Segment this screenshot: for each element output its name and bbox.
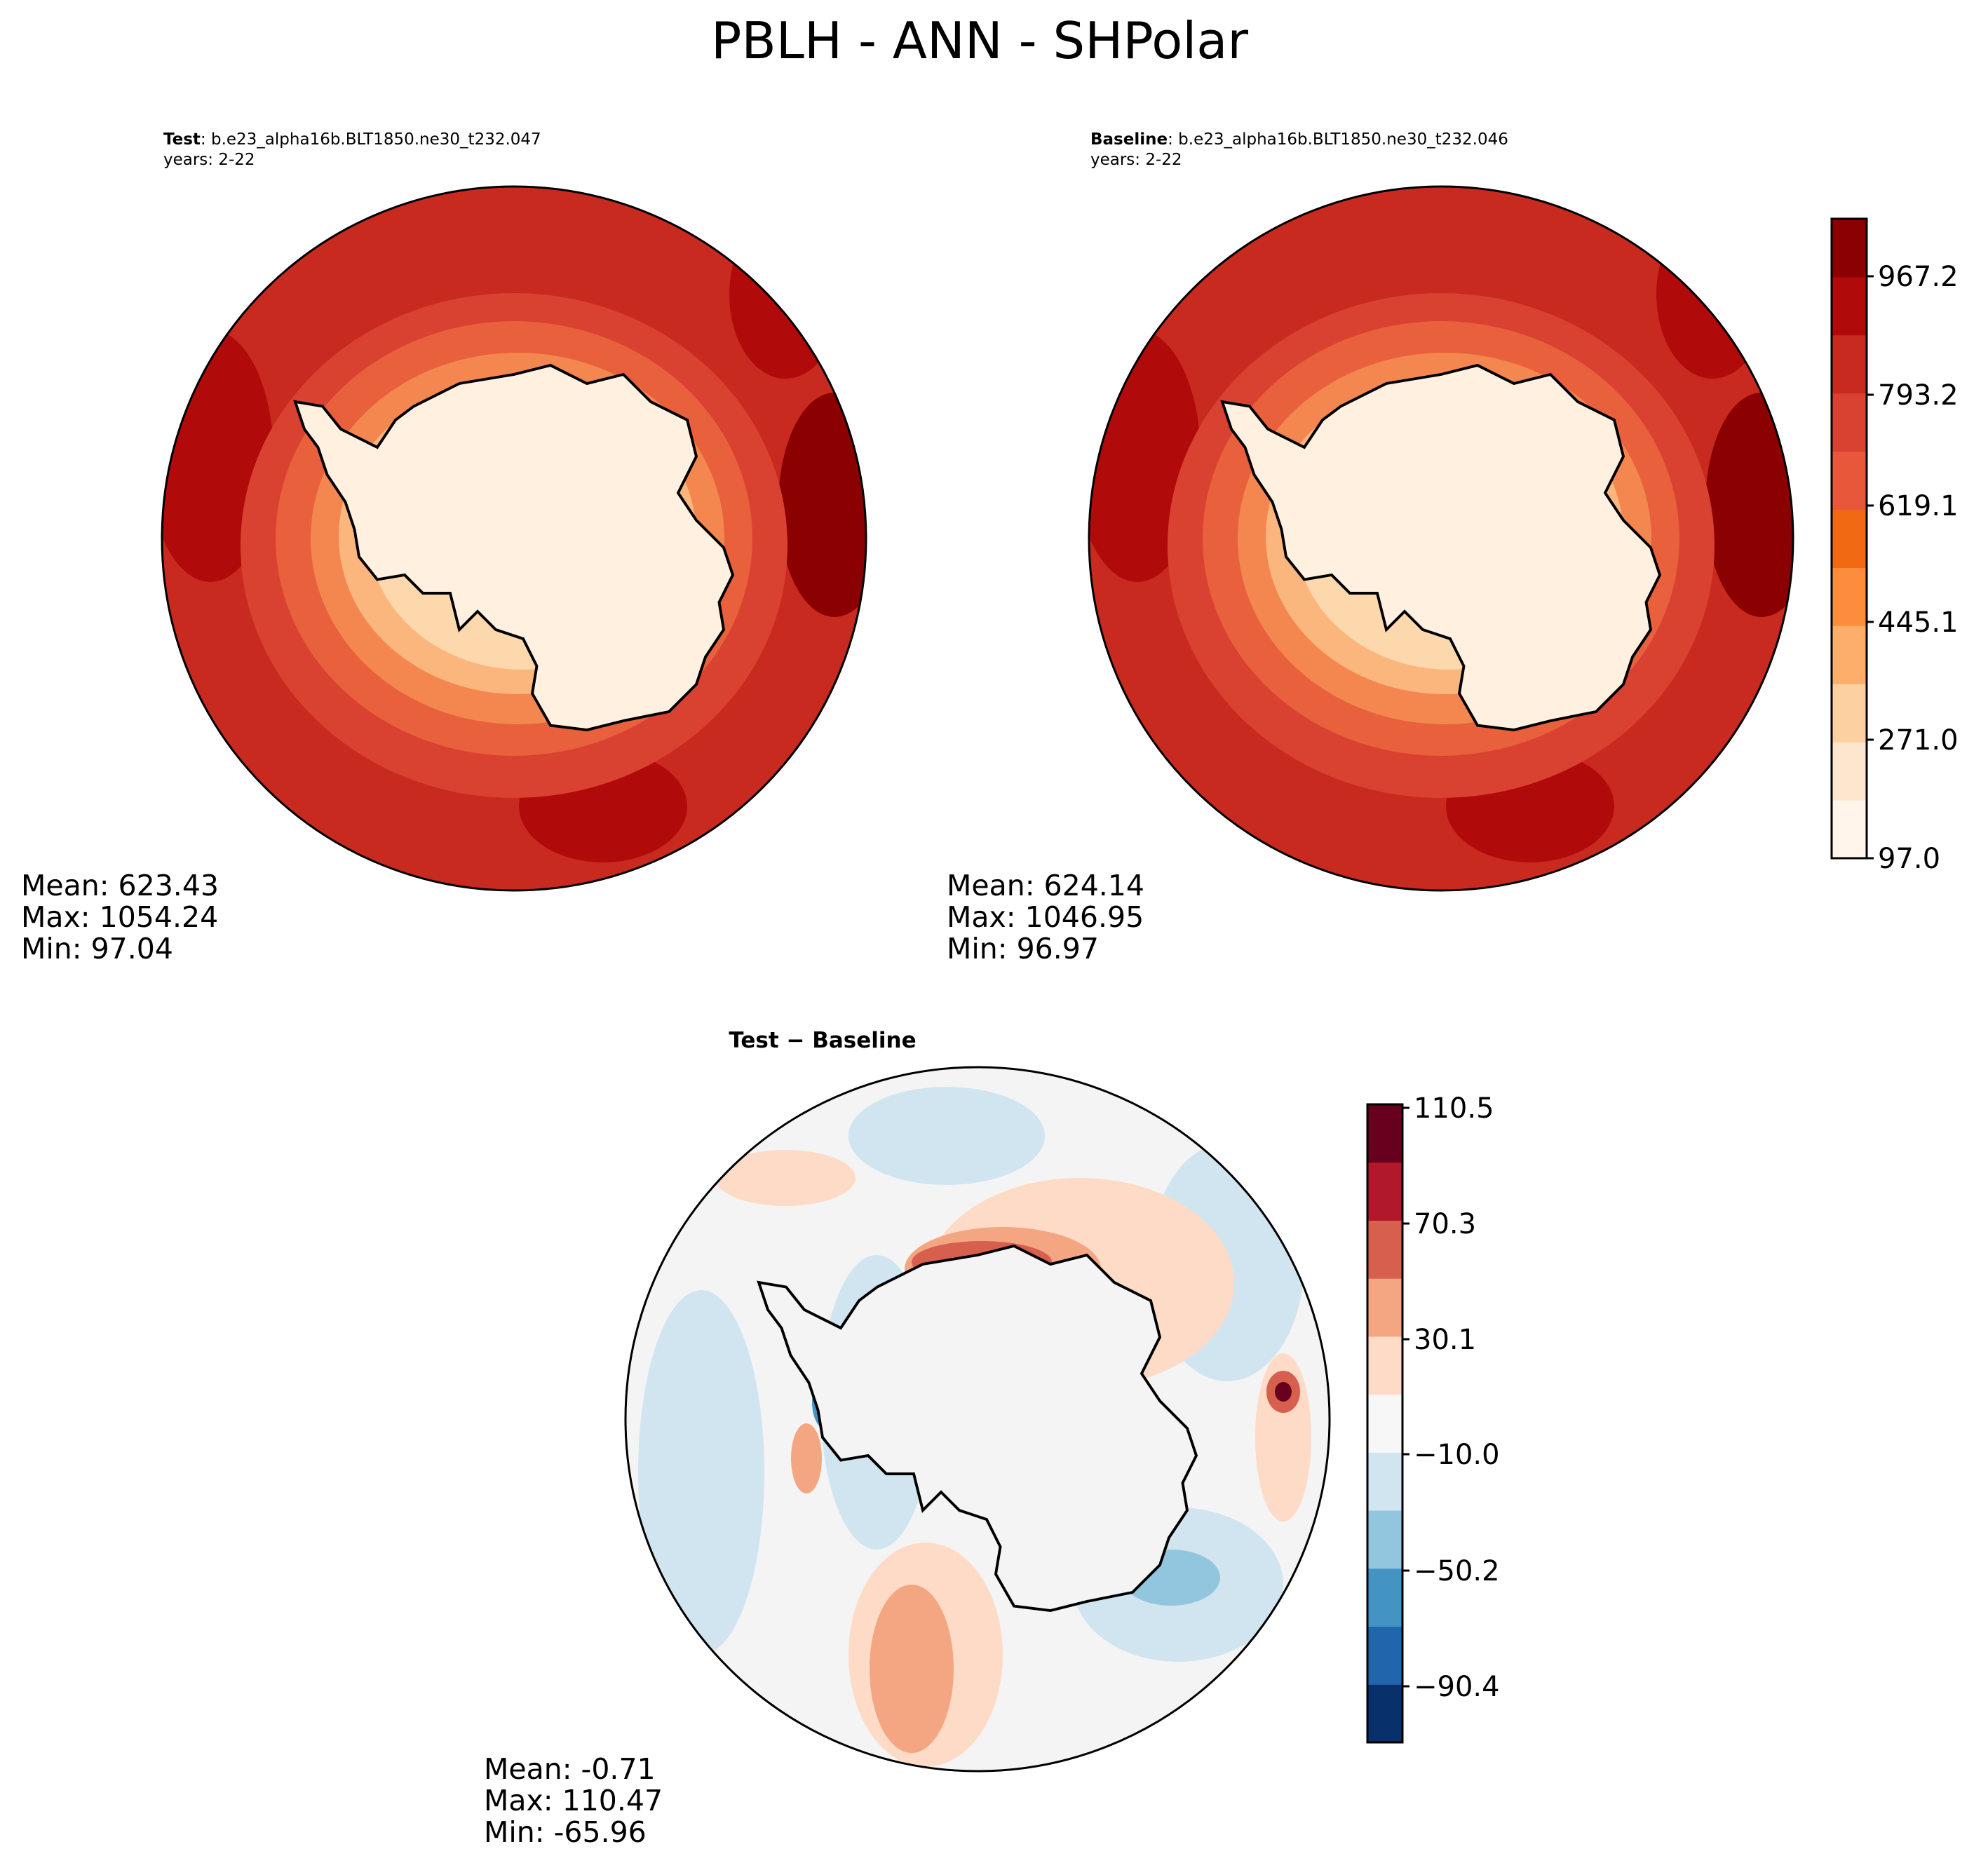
diff-label: Test − Baseline <box>729 1028 916 1053</box>
colorbar-main-tick-label: 793.2 <box>1878 379 1959 412</box>
colorbar-main-tick-label: 271.0 <box>1878 724 1959 757</box>
colorbar-diff-tick-label: 70.3 <box>1414 1208 1476 1240</box>
colorbar-diff-tick-label: −50.2 <box>1414 1555 1500 1587</box>
colorbar-main-segment <box>1832 276 1867 336</box>
colorbar-diff-segment <box>1367 1510 1402 1569</box>
colorbar-main-segment <box>1832 334 1867 394</box>
colorbar-diff-segment <box>1367 1336 1402 1395</box>
colorbar-diff-segment <box>1367 1568 1402 1627</box>
colorbar-main-segment <box>1832 451 1867 510</box>
colorbar-diff-segment <box>1367 1278 1402 1337</box>
baseline-mean: Mean: 624.14 <box>947 869 1144 902</box>
colorbar-diff-tick-label: 30.1 <box>1414 1324 1476 1356</box>
colorbar-main-segment <box>1832 509 1867 568</box>
colorbar-diff-segment <box>1367 1626 1402 1685</box>
baseline-max: Max: 1046.95 <box>947 900 1144 934</box>
colorbar-main-tick-label: 97.0 <box>1878 843 1940 875</box>
colorbar-diff-tick-label: −90.4 <box>1414 1671 1500 1703</box>
colorbar-diff-border <box>1366 1103 1404 1744</box>
diff-map <box>626 1067 1330 1771</box>
test-map <box>162 187 866 890</box>
colorbar-diff: 110.5 70.3 30.1 −10.0 −50.2 −90.4 <box>1366 1092 1500 1744</box>
test-mean: Mean: 623.43 <box>21 869 219 902</box>
colorbar-main-tick-label: 967.2 <box>1878 261 1959 293</box>
diff-max: Max: 110.47 <box>484 1784 663 1817</box>
test-label: Test: b.e23_alpha16b.BLT1850.ne30_t232.0… <box>163 130 541 149</box>
colorbar-diff-segment <box>1367 1104 1402 1163</box>
diff-map-border <box>624 1066 1331 1773</box>
colorbar-main-border <box>1830 217 1868 860</box>
colorbar-main-tick-label: 619.1 <box>1878 490 1959 522</box>
figure-title: PBLH - ANN - SHPolar <box>711 11 1248 70</box>
colorbar-diff-segment <box>1367 1684 1402 1743</box>
colorbar-diff-segment <box>1367 1162 1402 1221</box>
colorbar-main-segment <box>1832 393 1867 452</box>
test-min: Min: 97.04 <box>21 932 173 966</box>
baseline-map-border <box>1088 185 1794 892</box>
colorbar-main: 97.0 271.0 445.1 619.1 793.2 967.2 <box>1830 217 1959 875</box>
diff-min: Min: -65.96 <box>484 1815 647 1849</box>
colorbar-diff-tick-label: 110.5 <box>1414 1092 1494 1125</box>
colorbar-main-segment <box>1832 219 1867 278</box>
colorbar-diff-segment <box>1367 1394 1402 1453</box>
colorbar-main-segment <box>1832 800 1867 859</box>
baseline-years: years: 2-22 <box>1090 151 1182 169</box>
colorbar-main-segment <box>1832 567 1867 626</box>
colorbar-main-segment <box>1832 625 1867 684</box>
colorbar-main-segment <box>1832 742 1867 801</box>
baseline-label: Baseline: b.e23_alpha16b.BLT1850.ne30_t2… <box>1090 130 1508 149</box>
test-years: years: 2-22 <box>163 151 255 169</box>
diff-mean: Mean: -0.71 <box>484 1752 656 1786</box>
baseline-map <box>1089 187 1793 890</box>
baseline-min: Min: 96.97 <box>947 932 1099 966</box>
colorbar-diff-tick-label: −10.0 <box>1414 1439 1500 1471</box>
colorbar-diff-segment <box>1367 1220 1402 1279</box>
test-max: Max: 1054.24 <box>21 900 218 934</box>
test-map-border <box>161 185 867 892</box>
colorbar-main-segment <box>1832 684 1867 743</box>
colorbar-diff-segment <box>1367 1452 1402 1511</box>
colorbar-main-tick-label: 445.1 <box>1878 607 1959 639</box>
